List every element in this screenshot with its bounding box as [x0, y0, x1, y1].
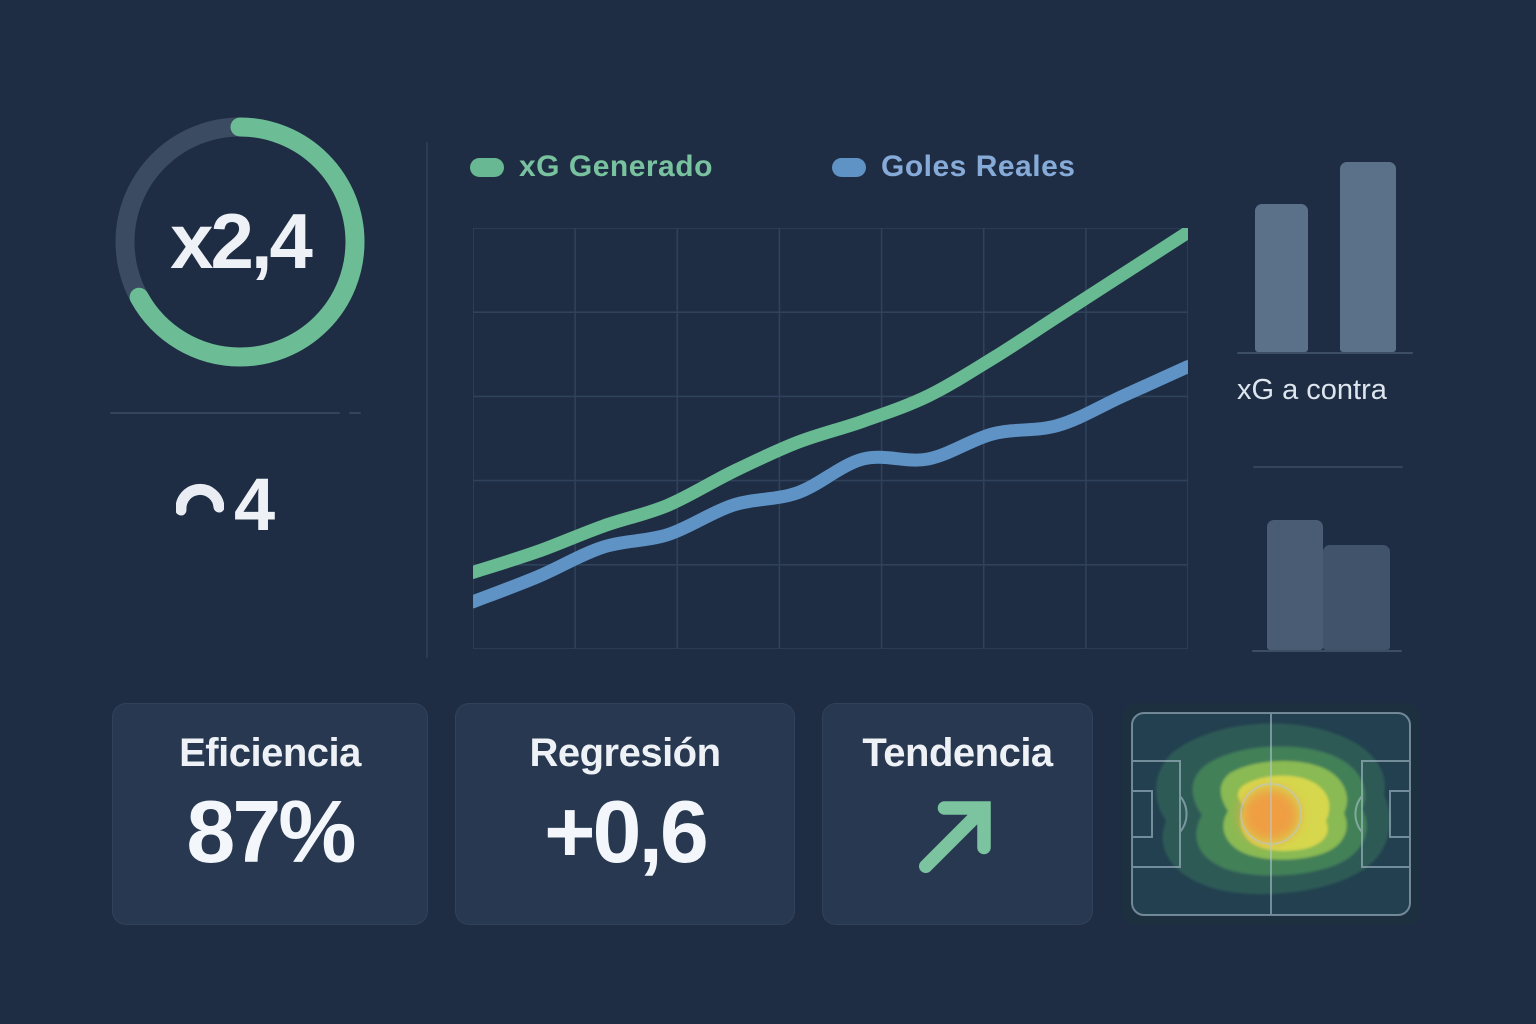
card-value: +0,6	[544, 782, 709, 881]
card-eficiencia: Eficiencia 87%	[112, 703, 428, 925]
side-panel-divider	[1253, 466, 1403, 468]
bar	[1267, 520, 1323, 650]
gauge-value: x2,4	[170, 196, 313, 285]
legend-item-xg-generado[interactable]: xG Generado	[470, 150, 713, 184]
gauge-progress-arc	[115, 117, 365, 367]
pitch-heatmap-icon	[1131, 712, 1411, 916]
legend-swatch-green	[470, 157, 504, 177]
secondary-stat-value: 4	[234, 463, 275, 546]
card-title: Eficiencia	[179, 731, 361, 775]
legend-label: Goles Reales	[881, 150, 1076, 183]
card-title: Tendencia	[862, 731, 1053, 775]
left-panel-divider	[110, 412, 340, 414]
xg-multiplier-gauge: x2,4	[115, 117, 365, 367]
trend-up-arrow-icon	[918, 801, 991, 873]
legend-item-goles-reales[interactable]: Goles Reales	[832, 150, 1075, 184]
gauge-ring-icon	[115, 117, 365, 367]
pitch-lines	[1131, 712, 1411, 916]
line-series	[473, 228, 1188, 579]
bar-baseline	[1252, 650, 1402, 652]
partial-arc-icon	[176, 483, 224, 516]
card-tendencia: Tendencia	[822, 703, 1093, 925]
bar	[1340, 162, 1396, 352]
card-value: 87%	[186, 782, 356, 881]
left-panel-divider-dash	[349, 412, 361, 414]
bar	[1323, 545, 1390, 650]
card-pitch-heatmap	[1122, 703, 1420, 925]
xg-line-chart	[473, 228, 1188, 649]
column-divider	[426, 142, 428, 658]
legend-swatch-blue	[832, 157, 866, 177]
line-series	[473, 360, 1188, 609]
card-title: Regresión	[529, 731, 721, 775]
card-regresion: Regresión +0,6	[455, 703, 795, 925]
bar	[1255, 204, 1308, 352]
legend-label: xG Generado	[519, 150, 713, 183]
bar-baseline	[1237, 352, 1413, 354]
side-panel-label: xG a contra	[1237, 374, 1387, 406]
secondary-bar-chart	[1252, 516, 1402, 652]
xg-contra-bar-chart	[1237, 160, 1413, 354]
secondary-stat: 4	[176, 462, 336, 554]
